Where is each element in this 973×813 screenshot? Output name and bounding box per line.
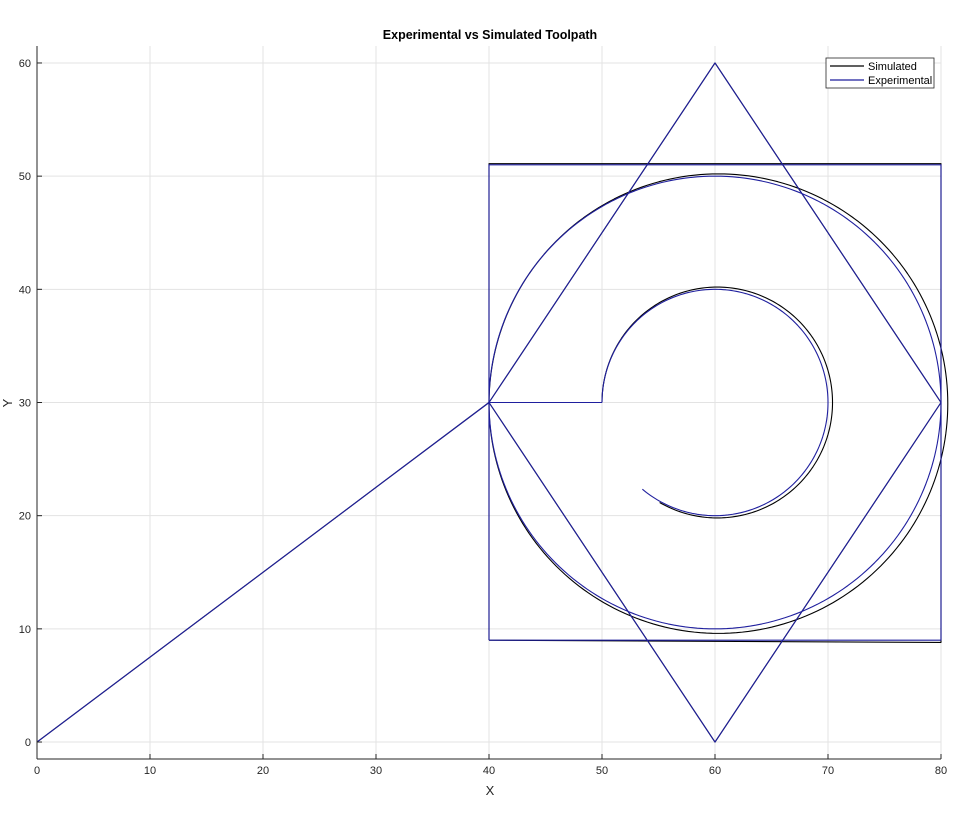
x-axis-title: X [486, 783, 495, 798]
x-tick-label: 20 [257, 765, 269, 777]
experimental-path-5 [601, 288, 829, 517]
y-tick-label: 40 [19, 284, 31, 296]
series-experimental [36, 62, 942, 743]
ticks: 0 10 20 30 40 50 60 70 80 0 10 20 30 40 50 60 [19, 58, 947, 777]
y-axis-title: Y [0, 398, 15, 407]
y-tick-label: 50 [19, 171, 31, 183]
y-tick-label: 10 [19, 624, 31, 636]
legend-label-simulated: Simulated [868, 61, 917, 73]
x-tick-label: 40 [483, 765, 495, 777]
simulated-path-5 [601, 286, 834, 519]
experimental-path-2 [488, 164, 942, 641]
y-tick-label: 30 [19, 398, 31, 410]
chart-title: Experimental vs Simulated Toolpath [383, 28, 597, 42]
legend-label-experimental: Experimental [868, 75, 932, 87]
experimental-path-4 [488, 175, 942, 630]
y-tick-label: 0 [25, 737, 31, 749]
x-tick-label: 80 [935, 765, 947, 777]
x-tick-label: 70 [822, 765, 834, 777]
x-tick-label: 0 [34, 765, 40, 777]
series-layer [36, 62, 949, 743]
y-tick-label: 60 [19, 58, 31, 70]
simulated-path-4 [488, 173, 949, 634]
legend-box [825, 57, 935, 89]
experimental-path-0 [36, 402, 490, 743]
x-tick-label: 50 [596, 765, 608, 777]
x-tick-label: 60 [709, 765, 721, 777]
x-tick-label: 30 [370, 765, 382, 777]
y-tick-label: 20 [19, 511, 31, 523]
legend: Simulated Experimental [825, 57, 935, 89]
x-tick-label: 10 [144, 765, 156, 777]
